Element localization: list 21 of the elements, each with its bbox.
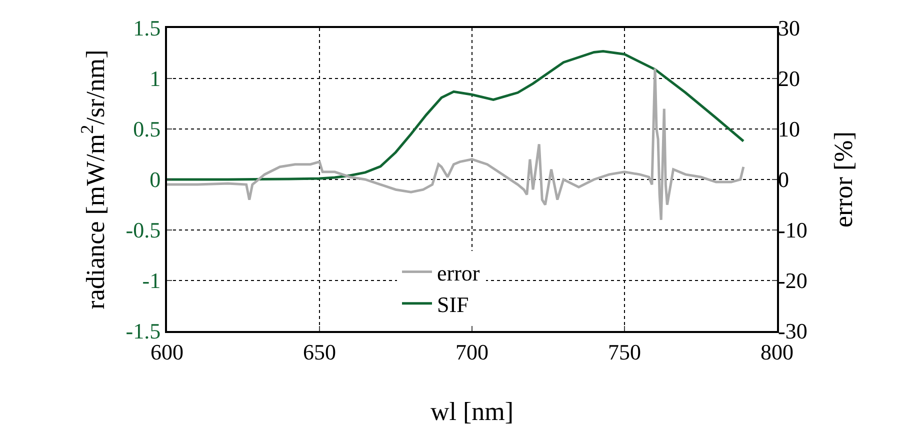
x-tick-label: 650	[303, 339, 336, 364]
y-tick-label: 1	[150, 66, 161, 92]
y2-axis-title: error [%]	[829, 132, 858, 228]
y2-tick-label: -20	[778, 268, 808, 294]
x-tick-label: 700	[456, 339, 488, 364]
y2-tick-label: 0	[778, 167, 789, 192]
y2-tick-label: 10	[778, 116, 800, 142]
line-series	[167, 50, 745, 181]
y2-tick-label: -10	[778, 218, 808, 243]
y-tick-label: 1.5	[133, 16, 161, 41]
x-axis-title: wl [nm]	[430, 397, 514, 426]
y-tick-label: -1	[142, 268, 161, 294]
x-tick-label: 750	[608, 339, 641, 364]
y2-tick-label: 20	[778, 66, 800, 92]
y-tick-label: 0	[150, 167, 161, 192]
legend-label: SIF	[437, 292, 469, 317]
legend-label: error	[437, 260, 480, 286]
line-series	[167, 67, 745, 222]
y-tick-label: 0.5	[133, 116, 161, 142]
y-tick-label: -0.5	[126, 218, 161, 243]
y2-tick-label: 30	[778, 16, 800, 41]
